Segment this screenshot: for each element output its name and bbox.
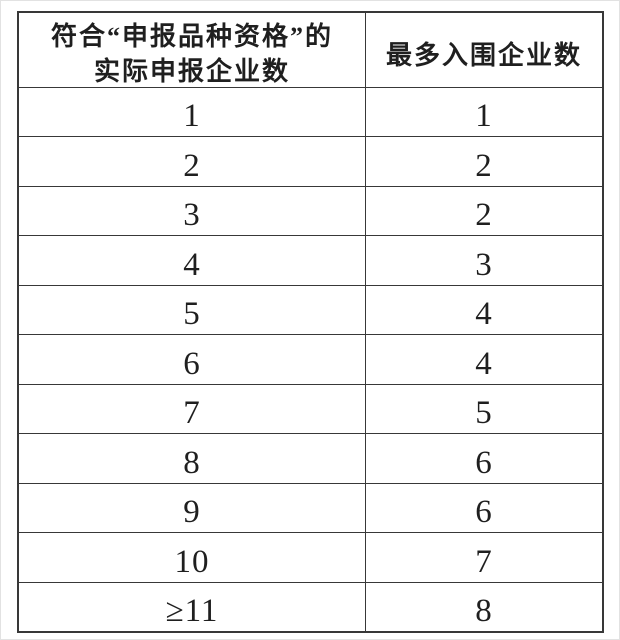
table-row: 9 6 — [19, 482, 602, 533]
applicant-count-cell: 10 — [174, 543, 210, 580]
table-row: 5 4 — [19, 284, 602, 335]
applicant-count-cell: ≥11 — [165, 592, 219, 629]
applicant-count-cell: 4 — [183, 246, 201, 283]
table-row: 3 2 — [19, 185, 602, 236]
max-shortlist-cell: 3 — [365, 236, 602, 285]
table-row: ≥11 8 — [19, 581, 602, 631]
applicant-count-cell: 8 — [183, 444, 201, 481]
table-row: 7 5 — [19, 383, 602, 434]
max-shortlist-cell: 2 — [365, 137, 602, 186]
max-shortlist-cell: 6 — [365, 483, 602, 533]
max-shortlist-cell: 7 — [365, 533, 602, 582]
applicant-count-cell: 9 — [183, 494, 201, 531]
applicant-count-cell: 2 — [183, 147, 201, 184]
table-row: 1 1 — [19, 87, 602, 137]
column-header-applicants-line1: 符合“申报品种资格”的 — [50, 22, 333, 51]
table-row: 4 3 — [19, 235, 602, 285]
column-header-applicants: 符合“申报品种资格”的 实际申报企业数 — [19, 13, 365, 87]
applicant-count-cell: 3 — [183, 197, 201, 234]
table-row: 6 4 — [19, 334, 602, 384]
applicant-count-cell: 1 — [183, 98, 201, 135]
max-shortlist-cell: 8 — [365, 582, 602, 631]
applicant-count-cell: 5 — [183, 296, 201, 333]
applicant-count-cell: 7 — [183, 395, 201, 432]
max-shortlist-cell: 4 — [365, 335, 602, 384]
column-header-max-shortlisted-label: 最多入围企业数 — [385, 41, 582, 70]
max-shortlist-cell: 5 — [365, 384, 602, 434]
applicant-count-cell: 6 — [183, 345, 201, 382]
table-row: 2 2 — [19, 136, 602, 186]
max-shortlist-cell: 1 — [365, 88, 602, 137]
column-header-applicants-line2: 实际申报企业数 — [93, 57, 290, 86]
max-shortlist-cell: 6 — [365, 434, 602, 483]
table-header-row: 符合“申报品种资格”的 实际申报企业数 最多入围企业数 — [19, 13, 602, 87]
max-shortlist-cell: 4 — [365, 285, 602, 335]
table-row: 10 7 — [19, 532, 602, 582]
table-row: 8 6 — [19, 433, 602, 483]
column-header-max-shortlisted: 最多入围企业数 — [365, 13, 602, 87]
qualification-table: 符合“申报品种资格”的 实际申报企业数 最多入围企业数 1 1 2 2 3 2 … — [17, 11, 604, 633]
max-shortlist-cell: 2 — [365, 186, 602, 236]
